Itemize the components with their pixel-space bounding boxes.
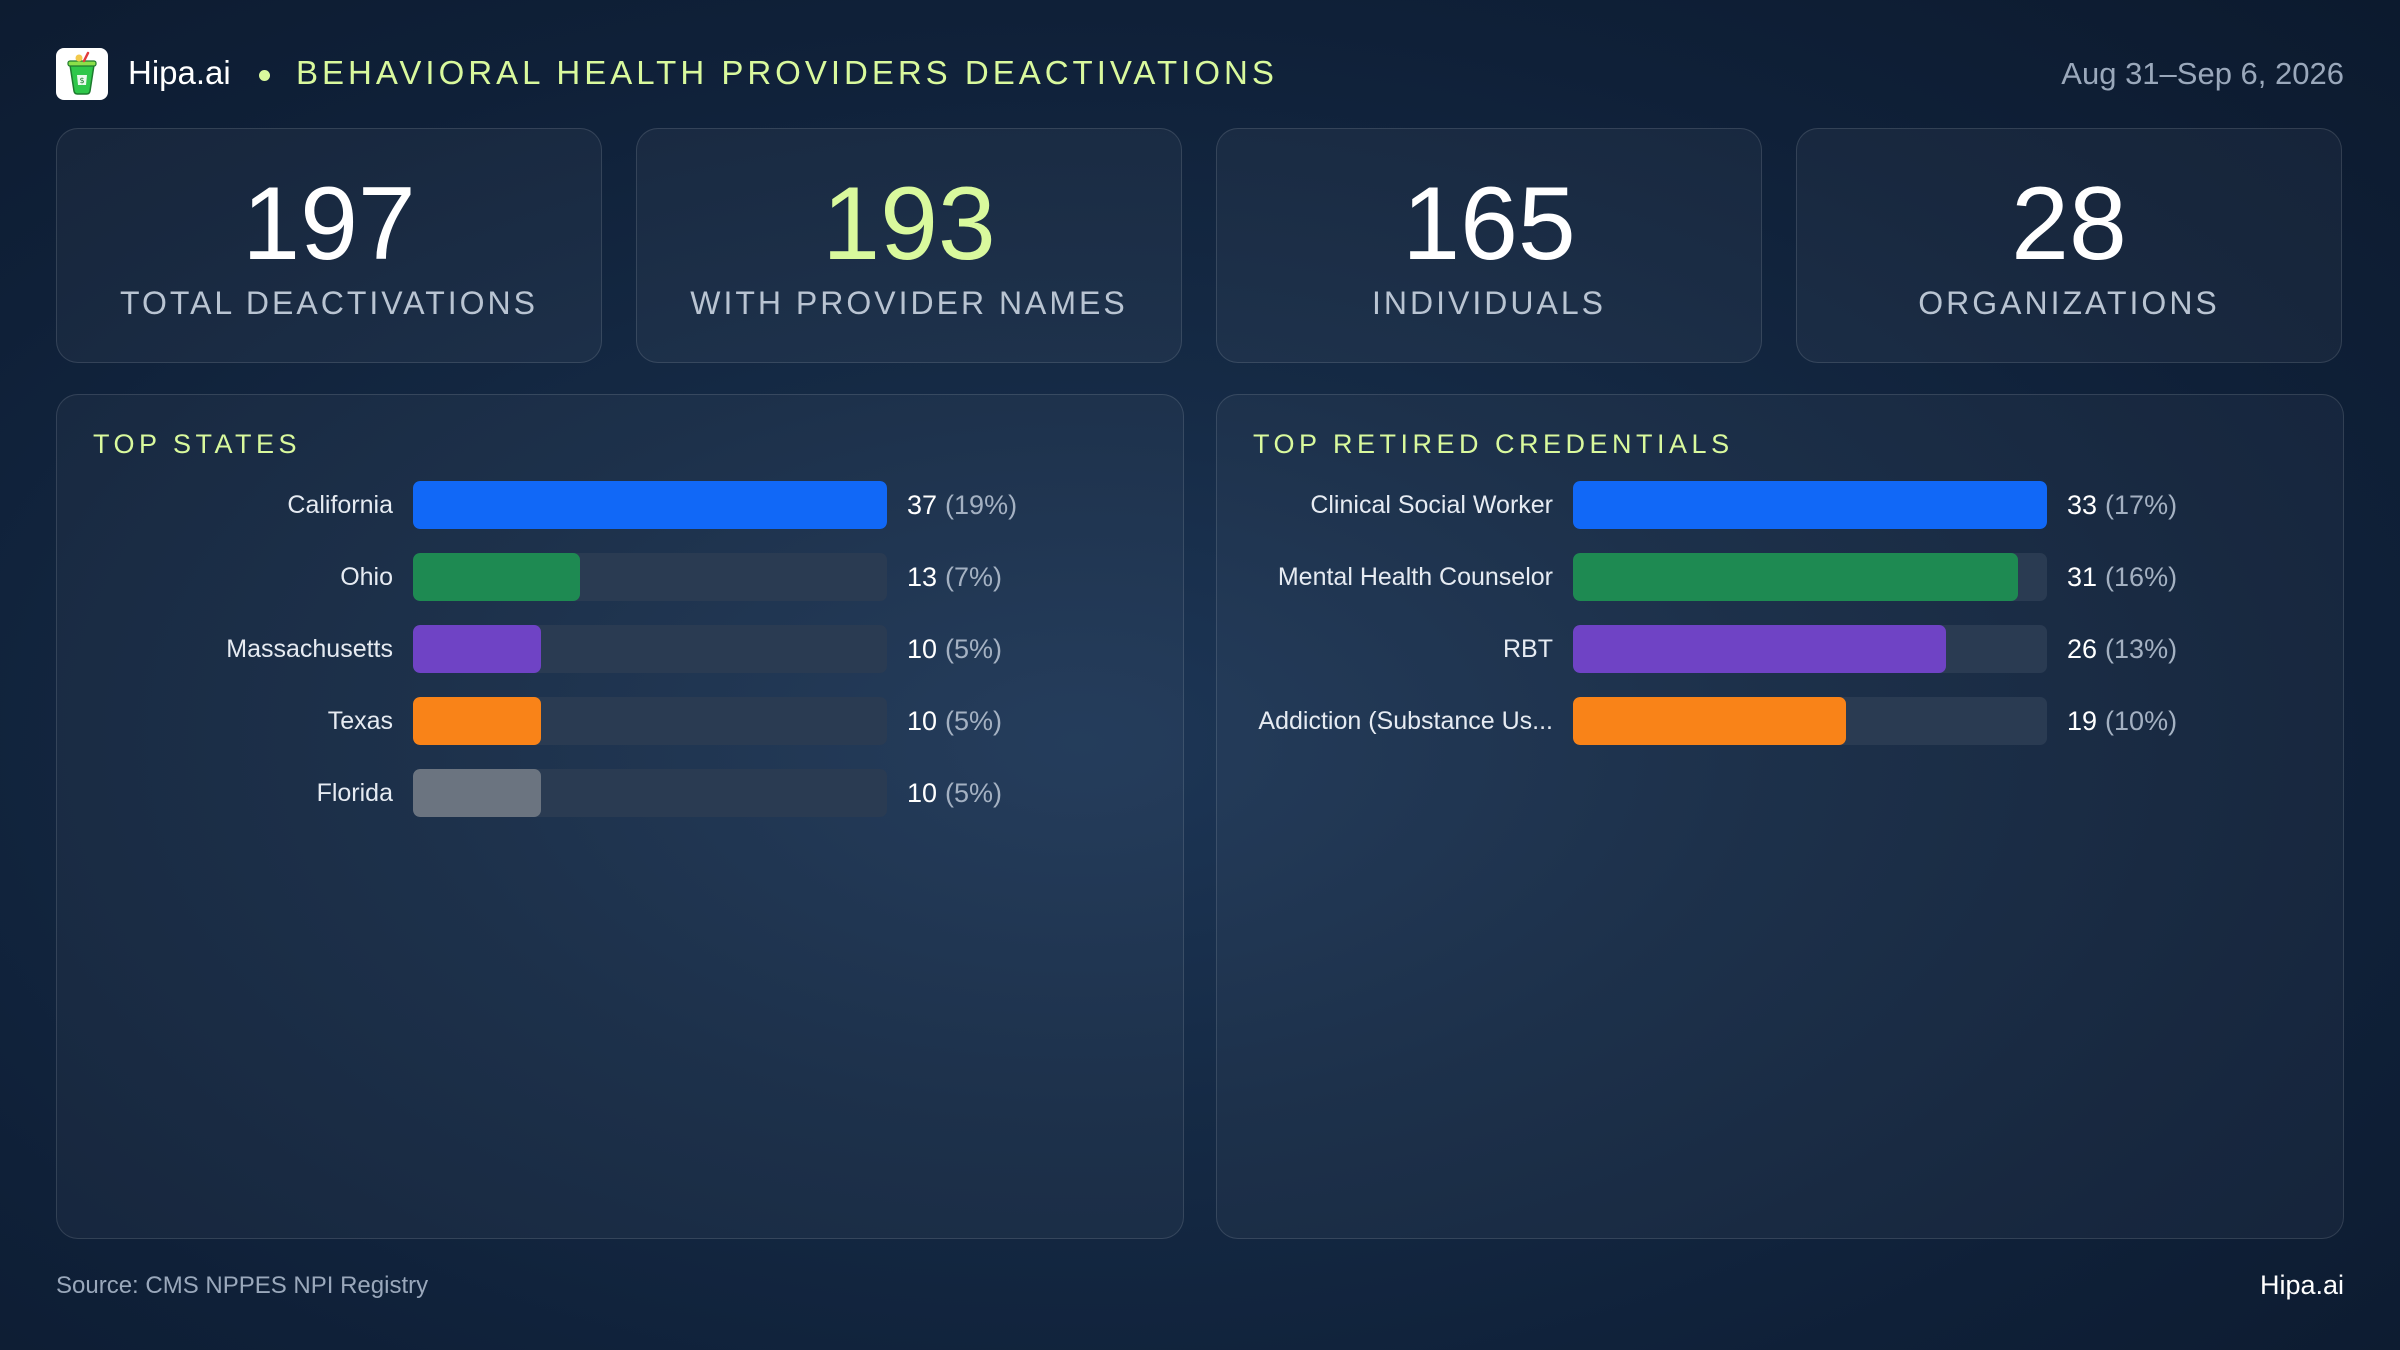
separator-dot (259, 70, 270, 81)
bar-row: Clinical Social Worker 33 (17%) (1217, 481, 2343, 529)
bar-fill (1573, 697, 1846, 745)
bar-row: California 37 (19%) (57, 481, 1183, 529)
bar-value-label: 26 (13%) (2067, 625, 2177, 673)
bar-label: Clinical Social Worker (1310, 491, 1553, 519)
bar-count: 37 (907, 490, 938, 520)
bar-percent: (13%) (2105, 634, 2178, 664)
bar-track (413, 697, 887, 745)
bar-label-box: California (57, 481, 393, 529)
bar-value-label: 10 (5%) (907, 697, 1002, 745)
kpi-label: WITH PROVIDER NAMES (690, 285, 1128, 321)
smoothie-cup-icon: $ (56, 48, 108, 100)
bar-fill (413, 625, 541, 673)
kpi-row: 197 TOTAL DEACTIVATIONS 193 WITH PROVIDE… (56, 128, 2344, 365)
bar-count: 10 (907, 778, 938, 808)
bar-fill (1573, 625, 1946, 673)
bar-percent: (5%) (945, 634, 1003, 664)
kpi-value: 28 (2011, 166, 2127, 282)
date-range: Aug 31–Sep 6, 2026 (2061, 56, 2344, 91)
bar-track (413, 625, 887, 673)
bar-percent: (5%) (945, 778, 1003, 808)
bar-label: Addiction (Substance Us... (1258, 707, 1553, 735)
bar-label-box: Texas (57, 697, 393, 745)
bar-fill (1573, 481, 2047, 529)
bar-count: 19 (2067, 706, 2098, 736)
bar-row: Ohio 13 (7%) (57, 553, 1183, 601)
bar-label: Ohio (340, 563, 393, 591)
bar-row: Mental Health Counselor 31 (16%) (1217, 553, 2343, 601)
bar-track (1573, 553, 2047, 601)
kpi-card-organizations: 28 ORGANIZATIONS (1796, 128, 2342, 363)
header: $ Hipa.ai BEHAVIORAL HEALTH PROVIDERS DE… (56, 46, 2344, 102)
bar-label-box: Florida (57, 769, 393, 817)
bar-value-label: 31 (16%) (2067, 553, 2177, 601)
bar-label: Mental Health Counselor (1277, 563, 1553, 591)
bar-track (1573, 625, 2047, 673)
bar-label-box: RBT (1217, 625, 1553, 673)
bar-percent: (5%) (945, 706, 1003, 736)
bar-percent: (10%) (2105, 706, 2178, 736)
bar-row: Addiction (Substance Us... 19 (10%) (1217, 697, 2343, 745)
brand-name: Hipa.ai (128, 54, 231, 91)
kpi-value: 165 (1402, 166, 1576, 282)
bar-label: California (287, 491, 393, 519)
bar-value-label: 37 (19%) (907, 481, 1017, 529)
bar-label: Texas (327, 707, 393, 735)
bar-percent: (17%) (2105, 490, 2178, 520)
bar-track (413, 553, 887, 601)
bar-row: Florida 10 (5%) (57, 769, 1183, 817)
page-title: BEHAVIORAL HEALTH PROVIDERS DEACTIVATION… (296, 54, 1278, 91)
footer-brand: Hipa.ai (2259, 1270, 2344, 1300)
bar-count: 10 (907, 706, 938, 736)
bar-track (413, 481, 887, 529)
kpi-card-individuals: 165 INDIVIDUALS (1216, 128, 1762, 363)
bar-count: 10 (907, 634, 938, 664)
bar-track (413, 769, 887, 817)
bar-fill (413, 553, 580, 601)
bar-count: 13 (907, 562, 938, 592)
bar-fill (1573, 553, 2018, 601)
top-credentials-panel: TOP RETIRED CREDENTIALS Clinical Social … (1216, 394, 2344, 1239)
source-note: Source: CMS NPPES NPI Registry (56, 1272, 429, 1299)
kpi-label: INDIVIDUALS (1372, 285, 1606, 321)
bar-percent: (19%) (945, 490, 1018, 520)
bar-value-label: 10 (5%) (907, 625, 1002, 673)
bar-count: 31 (2067, 562, 2098, 592)
bar-label: RBT (1503, 635, 1553, 663)
kpi-label: ORGANIZATIONS (1918, 285, 2220, 321)
bar-count: 26 (2067, 634, 2098, 664)
bar-value-label: 10 (5%) (907, 769, 1002, 817)
bar-label: Florida (316, 779, 393, 807)
bar-label: Massachusetts (226, 635, 393, 663)
bar-label-box: Ohio (57, 553, 393, 601)
bar-value-label: 13 (7%) (907, 553, 1002, 601)
bar-percent: (7%) (945, 562, 1003, 592)
kpi-card-total: 197 TOTAL DEACTIVATIONS (56, 128, 602, 363)
top-states-title: TOP STATES (93, 429, 302, 459)
bar-label-box: Mental Health Counselor (1217, 553, 1553, 601)
bar-percent: (16%) (2105, 562, 2178, 592)
bar-row: Massachusetts 10 (5%) (57, 625, 1183, 673)
bar-row: RBT 26 (13%) (1217, 625, 2343, 673)
kpi-value: 197 (242, 166, 416, 282)
kpi-label: TOTAL DEACTIVATIONS (120, 285, 538, 321)
bar-count: 33 (2067, 490, 2098, 520)
bar-label-box: Massachusetts (57, 625, 393, 673)
bar-value-label: 19 (10%) (2067, 697, 2177, 745)
bar-row: Texas 10 (5%) (57, 697, 1183, 745)
bar-fill (413, 481, 887, 529)
bar-fill (413, 769, 541, 817)
top-states-panel: TOP STATES California 37 (19%) Ohio 13 (7%) Ma… (56, 394, 1184, 1239)
kpi-card-with-names: 193 WITH PROVIDER NAMES (636, 128, 1182, 363)
kpi-value: 193 (822, 166, 996, 282)
bar-track (1573, 481, 2047, 529)
bar-value-label: 33 (17%) (2067, 481, 2177, 529)
bar-track (1573, 697, 2047, 745)
bar-label-box: Clinical Social Worker (1217, 481, 1553, 529)
bar-fill (413, 697, 541, 745)
bar-label-box: Addiction (Substance Us... (1217, 697, 1553, 745)
top-credentials-title: TOP RETIRED CREDENTIALS (1253, 429, 1734, 459)
svg-text:$: $ (79, 76, 84, 85)
